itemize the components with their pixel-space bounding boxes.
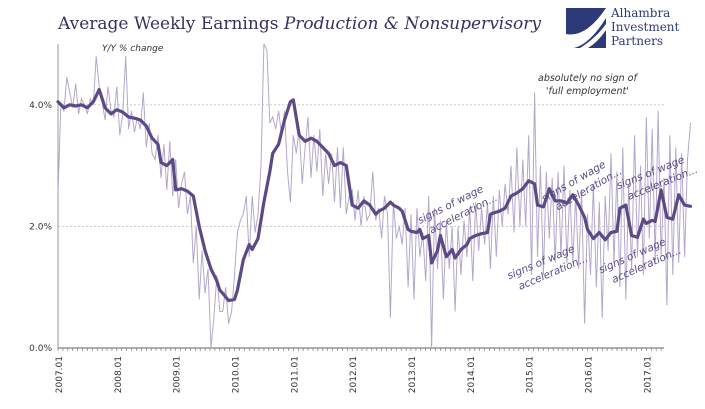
annotation-no-sign: absolutely no sign of 'full employment'	[538, 72, 637, 98]
alhambra-logo: Alhambra Investment Partners	[566, 6, 701, 54]
logo-mark-icon	[566, 8, 606, 48]
y-axis-label: Y/Y % change	[102, 44, 164, 54]
y-tick-label: 2.0%	[29, 222, 52, 232]
x-tick-label: 2016.01	[585, 356, 595, 393]
x-tick-label: 2012.01	[349, 356, 359, 393]
y-tick-label: 4.0%	[29, 101, 52, 111]
x-tick-label: 2008.01	[114, 356, 124, 393]
chart-title: Average Weekly Earnings Production & Non…	[58, 14, 541, 34]
grid-lines	[58, 104, 664, 227]
annotation-no-sign-line-2: 'full employment'	[545, 86, 629, 97]
logo-line-3: Partners	[611, 34, 663, 48]
logo-line-1: Alhambra	[611, 6, 671, 20]
axes	[57, 44, 664, 351]
x-tick-label: 2009.01	[173, 356, 183, 393]
x-tick-label: 2014.01	[467, 356, 477, 393]
x-tick-labels: 2007.01 2008.01 2009.01 2010.01 2011.01 2012.…	[55, 356, 653, 393]
y-tick-labels: 0.0% 2.0% 4.0%	[29, 101, 52, 354]
x-tick-label: 2010.01	[232, 356, 242, 393]
x-tick-label: 2013.01	[408, 356, 418, 393]
logo-text: Alhambra Investment Partners	[611, 6, 679, 48]
x-tick-label: 2007.01	[55, 356, 65, 393]
smoothed-series-line	[56, 87, 693, 303]
x-tick-label: 2017.01	[643, 356, 653, 393]
x-tick-label: 2015.01	[526, 356, 536, 393]
chart-title-italic: Production & Nonsupervisory	[283, 14, 541, 34]
y-tick-label: 0.0%	[29, 344, 52, 354]
logo-line-2: Investment	[611, 20, 680, 34]
x-tick-label: 2011.01	[290, 356, 300, 393]
series-lines	[56, 43, 693, 349]
monthly-series-line	[57, 43, 691, 349]
annotation-no-sign-line-1: absolutely no sign of	[538, 73, 637, 84]
